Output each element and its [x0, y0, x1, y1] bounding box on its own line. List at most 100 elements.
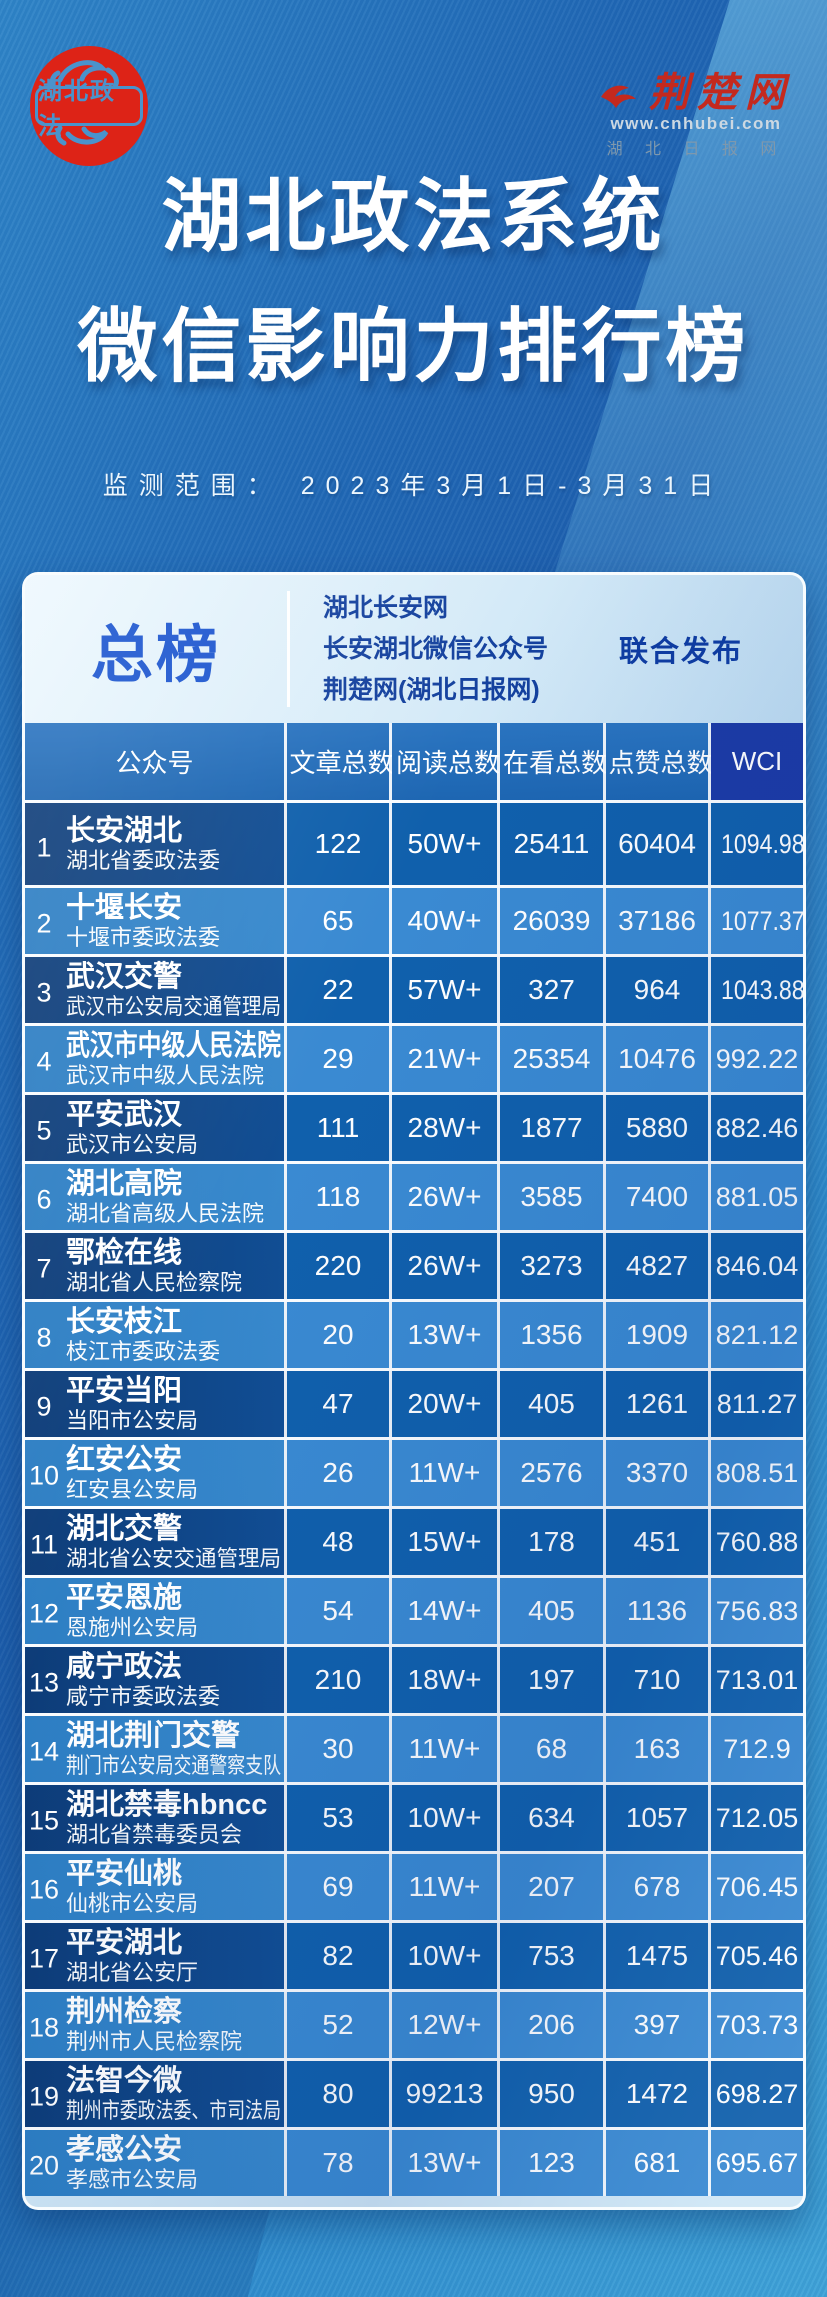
table-row: 8 长安枝江 枝江市委政法委 20 13W+ 1356 1909 821.12 — [25, 1299, 803, 1368]
rank-number: 17 — [28, 1943, 60, 1974]
seal-band-text: 湖北政法 — [35, 78, 143, 140]
wci-cell: 821.12 — [711, 1302, 803, 1368]
table-row: 3 武汉交警 武汉市公安局交通管理局 22 57W+ 327 964 1043.… — [25, 954, 803, 1023]
reads-cell: 20W+ — [392, 1371, 500, 1437]
account-name: 十堰长安 — [66, 891, 183, 924]
wci-cell: 881.05 — [711, 1164, 803, 1230]
account-cell: 18 荆州检察 荆州市人民检察院 — [25, 1992, 287, 2058]
likes-cell: 10476 — [606, 1026, 711, 1092]
account-cell: 15 湖北禁毒hbncc 湖北省禁毒委员会 — [25, 1785, 287, 1851]
wci-cell: 698.27 — [711, 2061, 803, 2127]
rank-number: 4 — [36, 1046, 52, 1077]
reads-cell: 99213 — [392, 2061, 500, 2127]
account-organization: 湖北省公安交通管理局 — [66, 1545, 282, 1571]
articles-cell: 78 — [287, 2130, 392, 2196]
rank-number: 3 — [36, 977, 52, 1008]
likes-cell: 1909 — [606, 1302, 711, 1368]
header-cell-account: 公众号 — [25, 723, 287, 800]
ranking-card: 总榜 湖北长安网 长安湖北微信公众号 荆楚网(湖北日报网) 联合发布 公众号 文… — [22, 572, 806, 2210]
rank-number: 16 — [28, 1874, 60, 1905]
account-cell: 13 咸宁政法 咸宁市委政法委 — [25, 1647, 287, 1713]
table-row: 4 武汉市中级人民法院 武汉市中级人民法院 29 21W+ 25354 1047… — [25, 1023, 803, 1092]
account-cell: 17 平安湖北 湖北省公安厅 — [25, 1923, 287, 1989]
reads-cell: 26W+ — [392, 1164, 500, 1230]
table-row: 20 孝感公安 孝感市公安局 78 13W+ 123 681 695.67 — [25, 2127, 803, 2196]
likes-cell: 7400 — [606, 1164, 711, 1230]
wci-cell: 705.46 — [711, 1923, 803, 1989]
wci-cell: 756.83 — [711, 1578, 803, 1644]
likes-cell: 1475 — [606, 1923, 711, 1989]
account-cell: 14 湖北荆门交警 荆门市公安局交通警察支队 — [25, 1716, 287, 1782]
articles-cell: 69 — [287, 1854, 392, 1920]
reads-cell: 11W+ — [392, 1716, 500, 1782]
table-row: 5 平安武汉 武汉市公安局 111 28W+ 1877 5880 882.46 — [25, 1092, 803, 1161]
publisher-item: 荆楚网(湖北日报网) — [323, 675, 540, 704]
articles-cell: 20 — [287, 1302, 392, 1368]
wci-cell: 992.22 — [711, 1026, 803, 1092]
reads-cell: 10W+ — [392, 1785, 500, 1851]
looks-cell: 197 — [500, 1647, 606, 1713]
site-name: 荆楚网 — [649, 70, 793, 115]
looks-cell: 3273 — [500, 1233, 606, 1299]
account-name: 红安公安 — [66, 1443, 183, 1476]
table-row: 7 鄂检在线 湖北省人民检察院 220 26W+ 3273 4827 846.0… — [25, 1230, 803, 1299]
articles-cell: 26 — [287, 1440, 392, 1506]
reads-cell: 26W+ — [392, 1233, 500, 1299]
account-organization: 荆州市委政法委、市司法局 — [66, 2097, 282, 2123]
rank-number: 15 — [28, 1805, 60, 1836]
table-row: 18 荆州检察 荆州市人民检察院 52 12W+ 206 397 703.73 — [25, 1989, 803, 2058]
account-name: 孝感公安 — [66, 2133, 183, 2166]
looks-cell: 123 — [500, 2130, 606, 2196]
hubei-zhengfa-seal-logo: 湖北政法 — [30, 46, 148, 166]
seal-circle: 湖北政法 — [30, 46, 148, 166]
articles-cell: 220 — [287, 1233, 392, 1299]
table-header-row: 公众号 文章总数 阅读总数 在看总数 点赞总数 WCI — [25, 723, 803, 803]
account-cell: 11 湖北交警 湖北省公安交通管理局 — [25, 1509, 287, 1575]
looks-cell: 950 — [500, 2061, 606, 2127]
articles-cell: 80 — [287, 2061, 392, 2127]
account-name: 荆州检察 — [66, 1995, 183, 2028]
account-organization: 湖北省公安厅 — [66, 1959, 199, 1985]
account-organization: 仙桃市公安局 — [66, 1890, 199, 1916]
rank-number: 10 — [28, 1460, 60, 1491]
articles-cell: 53 — [287, 1785, 392, 1851]
likes-cell: 678 — [606, 1854, 711, 1920]
rank-number: 5 — [36, 1115, 52, 1146]
account-cell: 19 法智今微 荆州市委政法委、市司法局 — [25, 2061, 287, 2127]
reads-cell: 13W+ — [392, 1302, 500, 1368]
account-name: 湖北荆门交警 — [66, 1719, 241, 1752]
account-cell: 16 平安仙桃 仙桃市公安局 — [25, 1854, 287, 1920]
articles-cell: 29 — [287, 1026, 392, 1092]
account-name: 平安湖北 — [66, 1926, 183, 1959]
publisher-list: 湖北长安网 长安湖北微信公众号 荆楚网(湖北日报网) — [323, 588, 548, 711]
wci-cell: 713.01 — [711, 1647, 803, 1713]
likes-cell: 1472 — [606, 2061, 711, 2127]
table-row: 12 平安恩施 恩施州公安局 54 14W+ 405 1136 756.83 — [25, 1575, 803, 1644]
publisher-item: 湖北长安网 — [323, 593, 449, 622]
table-row: 10 红安公安 红安县公安局 26 11W+ 2576 3370 808.51 — [25, 1437, 803, 1506]
card-header: 总榜 湖北长安网 长安湖北微信公众号 荆楚网(湖北日报网) 联合发布 — [25, 575, 803, 723]
articles-cell: 122 — [287, 803, 392, 885]
header-cell-likes: 点赞总数 — [606, 723, 713, 800]
wci-cell: 1094.98 — [711, 803, 803, 885]
reads-cell: 10W+ — [392, 1923, 500, 1989]
likes-cell: 163 — [606, 1716, 711, 1782]
rank-number: 18 — [28, 2012, 60, 2043]
likes-cell: 1261 — [606, 1371, 711, 1437]
wci-cell: 706.45 — [711, 1854, 803, 1920]
account-cell: 7 鄂检在线 湖北省人民检察院 — [25, 1233, 287, 1299]
looks-cell: 2576 — [500, 1440, 606, 1506]
wci-cell: 882.46 — [711, 1095, 803, 1161]
articles-cell: 65 — [287, 888, 392, 954]
likes-cell: 1057 — [606, 1785, 711, 1851]
header-cell-looks: 在看总数 — [500, 723, 607, 800]
account-name: 长安湖北 — [66, 814, 183, 847]
articles-cell: 52 — [287, 1992, 392, 2058]
account-cell: 6 湖北高院 湖北省高级人民法院 — [25, 1164, 287, 1230]
account-organization: 当阳市公安局 — [66, 1407, 199, 1433]
wci-cell: 712.05 — [711, 1785, 803, 1851]
account-name: 平安武汉 — [66, 1098, 183, 1131]
likes-cell: 397 — [606, 1992, 711, 2058]
account-name: 法智今微 — [66, 2064, 183, 2097]
likes-cell: 5880 — [606, 1095, 711, 1161]
